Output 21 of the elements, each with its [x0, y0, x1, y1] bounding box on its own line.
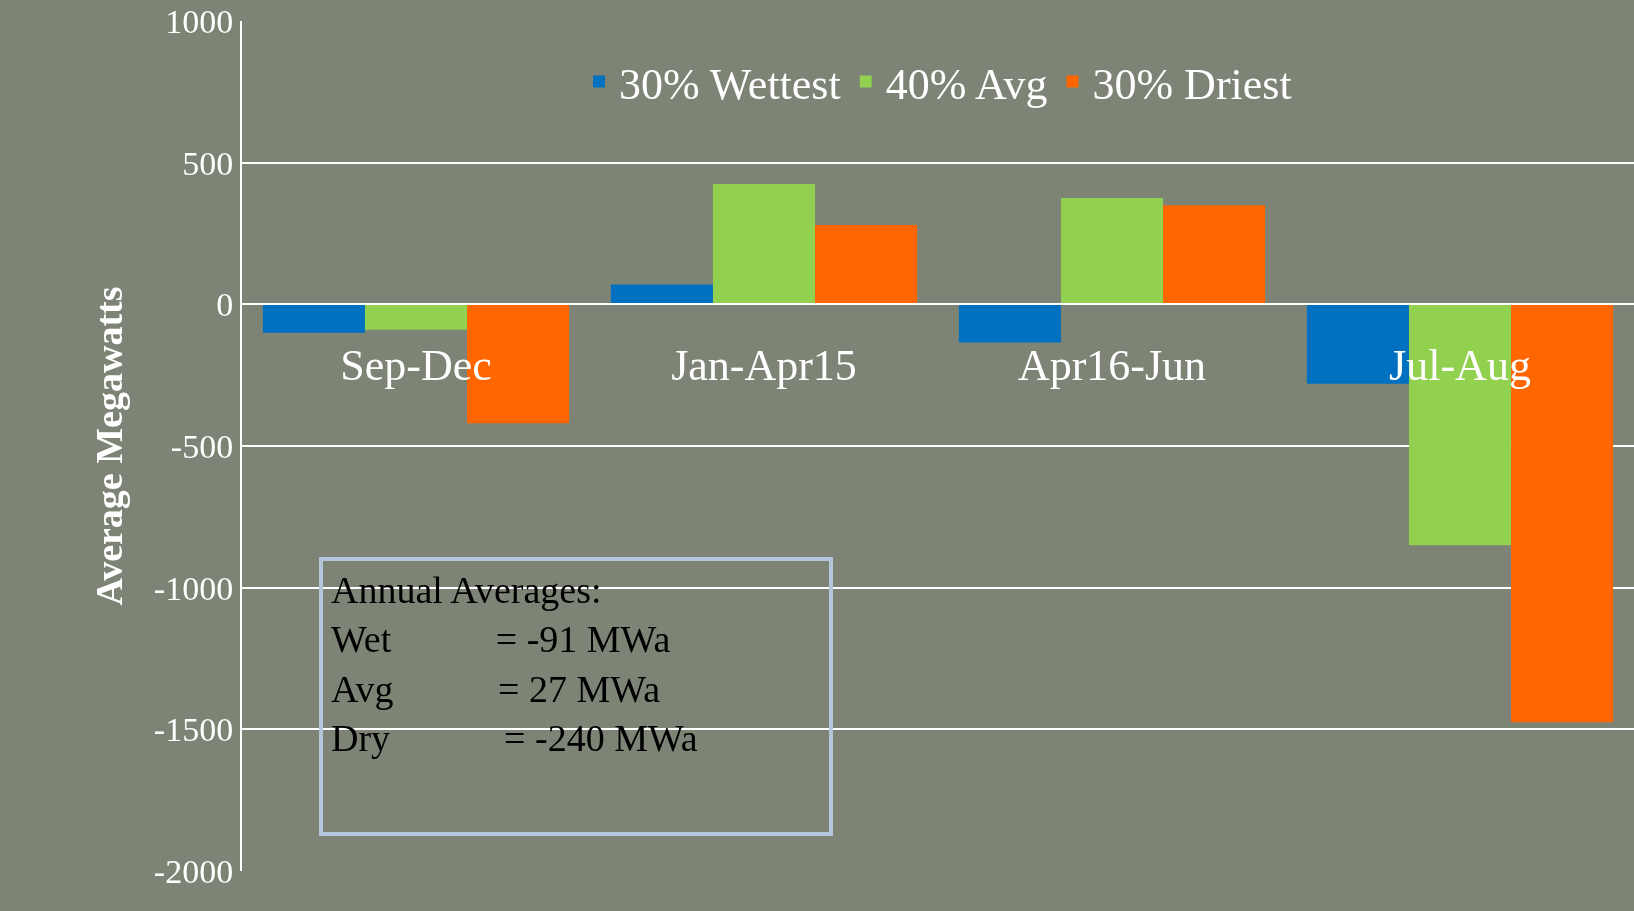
legend-label: 40% Avg	[885, 59, 1048, 109]
legend-label: 30% Wettest	[619, 59, 841, 109]
bar	[1163, 205, 1266, 305]
bar	[815, 225, 918, 305]
y-axis-title: Average Megawatts	[87, 286, 130, 606]
bar	[262, 304, 365, 333]
legend-label: 30% Driest	[1092, 59, 1292, 109]
y-tick-label: 500	[182, 144, 234, 182]
x-tick-label: Jan-Apr15	[671, 341, 857, 391]
y-tick-label: -1500	[153, 711, 234, 749]
x-tick-label: Apr16-Jun	[1017, 341, 1207, 391]
bar	[1060, 198, 1164, 305]
y-tick-label: -500	[170, 427, 234, 465]
y-tick-label: -2000	[153, 852, 234, 890]
bar	[712, 183, 816, 305]
y-tick-label: 1000	[165, 2, 234, 40]
bar	[364, 304, 468, 330]
bar	[610, 284, 713, 305]
bar	[958, 304, 1061, 343]
y-tick-label: -1000	[153, 569, 234, 607]
y-tick-label: 0	[216, 286, 234, 324]
